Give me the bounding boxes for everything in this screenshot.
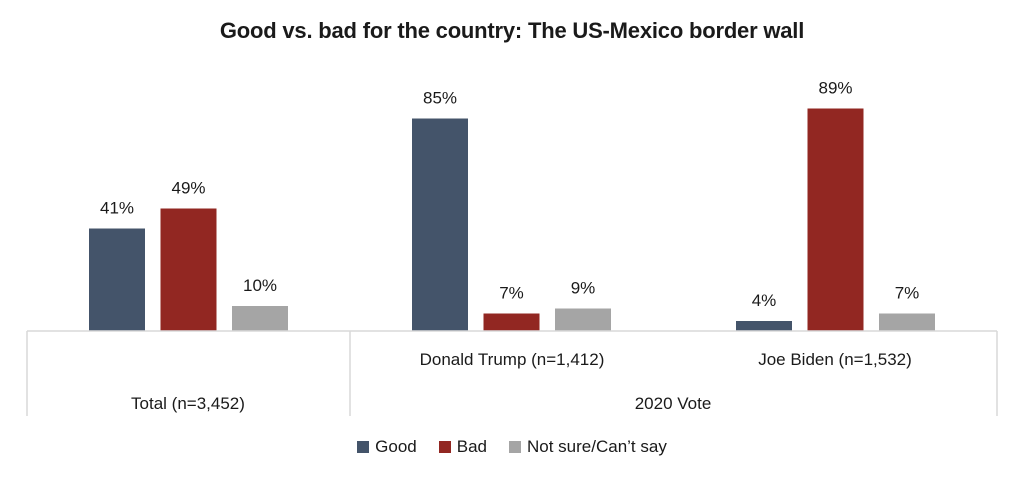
data-labels-layer: 41% 49% 10% 85% 7% 9% 4% 89% 7% (100, 79, 919, 311)
bar-bad-joe-biden-n-1-532 (807, 108, 864, 331)
bar-not-sure-can-t-say-donald-trump-n-1-412 (555, 308, 611, 331)
legend: Good Bad Not sure/Can’t say (0, 437, 1024, 457)
data-label-not-sure-can-t-say-total-n-3-452: 10% (243, 276, 277, 295)
legend-item-not-sure: Not sure/Can’t say (509, 437, 667, 457)
bar-not-sure-can-t-say-joe-biden-n-1-532 (879, 313, 935, 331)
bar-good-joe-biden-n-1-532 (736, 321, 792, 331)
bar-good-donald-trump-n-1-412 (412, 118, 468, 331)
legend-item-bad: Bad (438, 437, 487, 457)
category-label-total: Total (n=3,452) (131, 394, 245, 413)
data-label-bad-total-n-3-452: 49% (171, 179, 205, 198)
data-label-good-total-n-3-452: 41% (100, 199, 134, 218)
data-label-not-sure-can-t-say-donald-trump-n-1-412: 9% (571, 279, 596, 298)
legend-swatch-not-sure (509, 441, 521, 453)
legend-swatch-bad (438, 441, 451, 453)
legend-item-good: Good (357, 437, 417, 457)
data-label-bad-joe-biden-n-1-532: 89% (818, 79, 852, 98)
data-label-good-joe-biden-n-1-532: 4% (752, 291, 777, 310)
bar-good-total-n-3-452 (89, 228, 145, 331)
legend-label-not-sure: Not sure/Can’t say (527, 437, 667, 456)
legend-label-good: Good (375, 437, 417, 456)
category-label-biden: Joe Biden (n=1,532) (758, 350, 912, 369)
bar-bad-donald-trump-n-1-412 (483, 313, 540, 331)
bars-layer (89, 108, 935, 331)
category-label-trump: Donald Trump (n=1,412) (420, 350, 605, 369)
legend-label-bad: Bad (456, 437, 487, 456)
data-label-bad-donald-trump-n-1-412: 7% (499, 284, 524, 303)
data-label-not-sure-can-t-say-joe-biden-n-1-532: 7% (895, 284, 920, 303)
bar-bad-total-n-3-452 (160, 208, 217, 331)
bar-not-sure-can-t-say-total-n-3-452 (232, 306, 288, 331)
category-axis: Total (n=3,452) Donald Trump (n=1,412) J… (26, 330, 998, 416)
legend-swatch-good (357, 441, 370, 453)
data-label-good-donald-trump-n-1-412: 85% (423, 89, 457, 108)
group-label-2020-vote: 2020 Vote (635, 394, 712, 413)
chart-title: Good vs. bad for the country: The US-Mex… (219, 18, 805, 43)
